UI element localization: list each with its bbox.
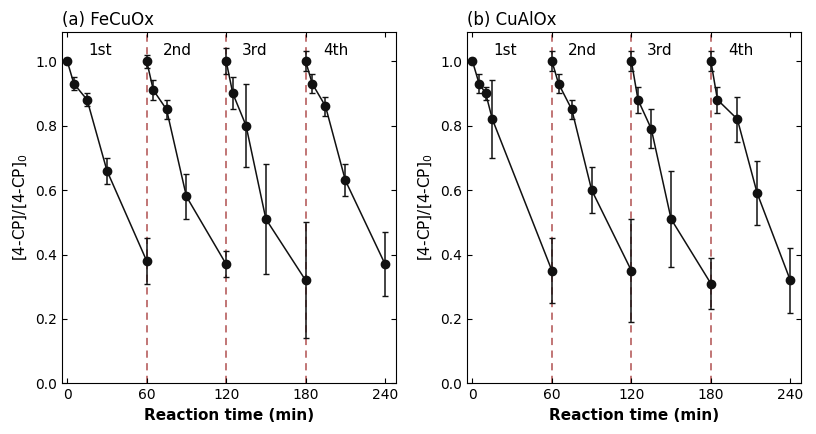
X-axis label: Reaction time (min): Reaction time (min): [144, 408, 314, 423]
Text: 4th: 4th: [323, 43, 348, 58]
Text: 4th: 4th: [728, 43, 753, 58]
Y-axis label: [4-CP]/[4-CP]$_0$: [4-CP]/[4-CP]$_0$: [416, 154, 435, 261]
Text: (b) CuAlOx: (b) CuAlOx: [467, 11, 557, 29]
Text: 2nd: 2nd: [568, 43, 596, 58]
X-axis label: Reaction time (min): Reaction time (min): [549, 408, 719, 423]
Text: 1st: 1st: [88, 43, 112, 58]
Y-axis label: [4-CP]/[4-CP]$_0$: [4-CP]/[4-CP]$_0$: [11, 154, 29, 261]
Text: (a) FeCuOx: (a) FeCuOx: [62, 11, 154, 29]
Text: 3rd: 3rd: [242, 43, 268, 58]
Text: 3rd: 3rd: [647, 43, 673, 58]
Text: 1st: 1st: [494, 43, 517, 58]
Text: 2nd: 2nd: [162, 43, 192, 58]
